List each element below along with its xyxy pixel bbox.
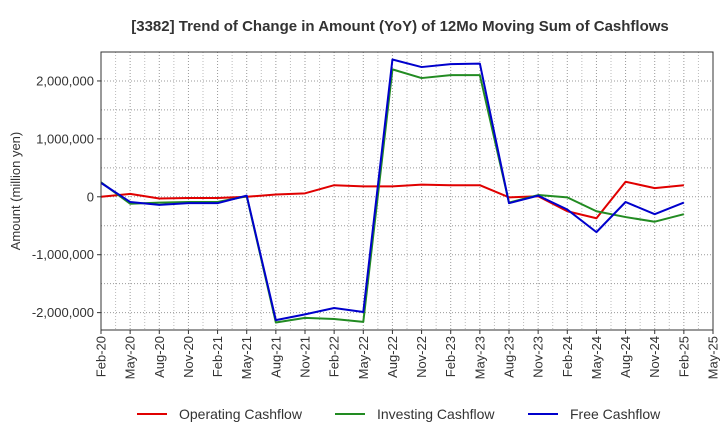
legend-investing-cashflow-label: Investing Cashflow	[377, 406, 495, 422]
x-tick-label: Nov-23	[531, 336, 546, 378]
legend-free-cashflow-label: Free Cashflow	[570, 406, 661, 422]
y-axis-ticks: -2,000,000 -1,000,000 0 1,000,000 2,000,000	[32, 73, 101, 320]
x-tick-label: Feb-22	[327, 336, 342, 377]
y-tick-label: -2,000,000	[32, 305, 94, 320]
x-tick-label: May-23	[472, 336, 487, 379]
x-tick-label: May-22	[356, 336, 371, 379]
y-tick-label: 0	[87, 189, 94, 204]
y-tick-label: 1,000,000	[36, 131, 94, 146]
legend-operating-cashflow-label: Operating Cashflow	[179, 406, 303, 422]
x-tick-label: Feb-20	[94, 336, 109, 377]
y-tick-label: -1,000,000	[32, 247, 94, 262]
x-tick-label: Nov-24	[647, 336, 662, 378]
x-tick-label: Nov-22	[414, 336, 429, 378]
x-tick-label: Aug-24	[618, 336, 633, 378]
series-line-operating-cashflow	[100, 180, 684, 220]
x-tick-label: Aug-20	[152, 336, 167, 378]
x-tick-label: May-24	[589, 336, 604, 379]
series-line-investing-cashflow	[100, 68, 685, 324]
x-tick-label: May-25	[706, 336, 720, 379]
x-tick-label: May-21	[239, 336, 254, 379]
x-tick-label: Aug-23	[502, 336, 517, 378]
x-tick-label: Feb-23	[443, 336, 458, 377]
series-lines	[100, 58, 685, 324]
plot-frame	[100, 51, 714, 331]
x-tick-label: Nov-20	[181, 336, 196, 378]
x-tick-label: Feb-21	[210, 336, 225, 377]
x-tick-label: May-20	[123, 336, 138, 379]
y-axis-label: Amount (million yen)	[8, 132, 23, 251]
x-axis-ticks: Feb-20 May-20 Aug-20 Nov-20 Feb-21 May-21 Aug-…	[94, 330, 720, 379]
chart-title: [3382] Trend of Change in Amount (YoY) o…	[131, 18, 669, 35]
x-tick-label: Feb-24	[560, 336, 575, 377]
legend: Operating Cashflow Investing Cashflow Free…	[137, 406, 661, 422]
x-tick-label: Aug-21	[268, 336, 283, 378]
series-line-free-cashflow	[100, 58, 685, 322]
x-tick-label: Nov-21	[298, 336, 313, 378]
x-tick-label: Aug-22	[385, 336, 400, 378]
y-tick-label: 2,000,000	[36, 73, 94, 88]
x-tick-label: Feb-25	[676, 336, 691, 377]
